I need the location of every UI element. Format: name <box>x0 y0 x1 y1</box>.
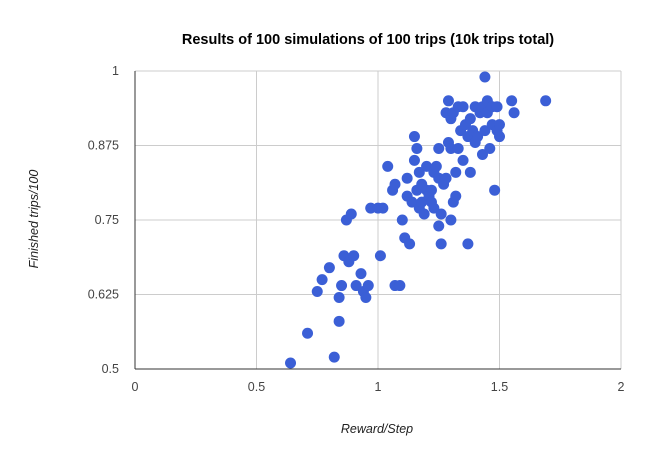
data-point <box>396 214 408 226</box>
data-point <box>374 250 386 262</box>
data-point <box>333 291 345 303</box>
data-point <box>333 315 345 327</box>
data-point <box>494 131 505 143</box>
data-point <box>440 172 452 184</box>
grid-layer <box>135 70 622 369</box>
data-point <box>416 196 428 208</box>
data-point <box>476 148 488 160</box>
data-point <box>355 268 367 280</box>
y-tick-label: 0.875 <box>88 139 119 153</box>
data-point <box>362 280 374 292</box>
y-axis-label: Finished trips/100 <box>27 170 41 269</box>
data-point <box>323 262 335 274</box>
x-tick-label: 2 <box>618 380 625 394</box>
data-point <box>442 95 454 107</box>
data-point <box>408 154 420 166</box>
tick-layer: 0 0.5 1 1.5 2 0.5 0.625 0.75 0.875 1 <box>88 64 625 394</box>
data-point <box>472 131 484 143</box>
data-point <box>406 196 418 208</box>
data-point <box>377 202 389 214</box>
data-point <box>316 274 328 286</box>
y-tick-label: 1 <box>112 64 119 78</box>
data-point <box>450 190 462 202</box>
data-point <box>328 351 340 363</box>
x-axis-label: Reward/Step <box>341 422 413 436</box>
data-point <box>452 142 464 154</box>
data-point <box>462 238 474 250</box>
y-tick-label: 0.75 <box>95 213 119 227</box>
data-point <box>421 160 433 172</box>
data-point <box>428 202 440 214</box>
data-point <box>311 286 323 298</box>
data-point <box>450 166 462 178</box>
data-point <box>285 357 297 369</box>
data-point <box>350 280 362 292</box>
point-layer <box>285 71 552 369</box>
data-point <box>435 238 447 250</box>
data-point <box>360 291 372 303</box>
x-tick-label: 0.5 <box>248 380 265 394</box>
data-point <box>389 178 401 190</box>
data-point <box>494 119 505 131</box>
y-tick-label: 0.5 <box>102 362 119 376</box>
data-point <box>430 160 442 172</box>
data-point <box>336 280 348 292</box>
data-point <box>302 327 314 339</box>
data-point <box>411 142 423 154</box>
data-point <box>540 95 552 107</box>
data-point <box>445 214 457 226</box>
data-point <box>408 131 420 143</box>
data-point <box>479 125 491 137</box>
data-point <box>479 71 491 83</box>
data-point <box>394 280 406 292</box>
data-point <box>464 113 476 125</box>
data-point <box>484 142 496 154</box>
data-point <box>413 166 425 178</box>
data-point <box>425 184 437 196</box>
data-point <box>489 184 501 196</box>
data-point <box>491 101 503 113</box>
y-tick-label: 0.625 <box>88 288 119 302</box>
data-point <box>457 101 469 113</box>
data-point <box>404 238 416 250</box>
data-point <box>348 250 360 262</box>
data-point <box>457 154 469 166</box>
data-point <box>435 208 447 220</box>
data-point <box>345 208 357 220</box>
data-point <box>382 160 394 172</box>
data-point <box>508 107 520 119</box>
data-point <box>418 208 430 220</box>
chart-title: Results of 100 simulations of 100 trips … <box>182 32 554 48</box>
axis-layer <box>134 71 621 370</box>
x-tick-label: 1 <box>375 380 382 394</box>
data-point <box>464 166 476 178</box>
data-point <box>506 95 518 107</box>
x-tick-label: 1.5 <box>491 380 508 394</box>
data-point <box>433 220 445 232</box>
x-tick-label: 0 <box>132 380 139 394</box>
data-point <box>401 172 413 184</box>
data-point <box>433 142 445 154</box>
